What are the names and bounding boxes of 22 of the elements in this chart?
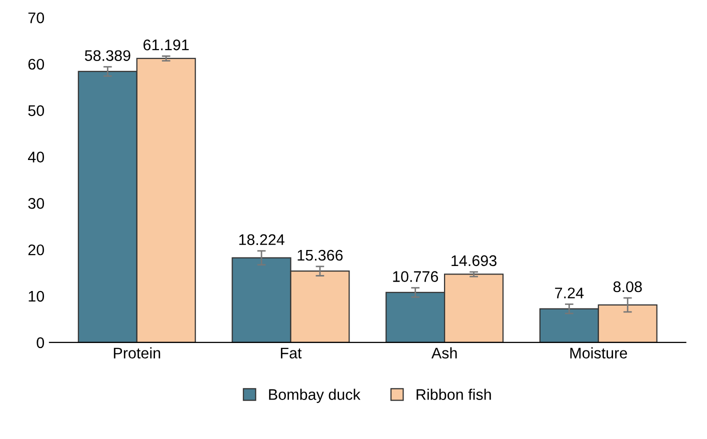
x-tick-label: Fat: [280, 348, 302, 359]
data-label: 18.224: [239, 234, 284, 246]
y-tick-label: 10: [28, 290, 44, 302]
data-label: 14.693: [452, 255, 496, 266]
x-tick-label: Ash: [431, 347, 457, 359]
data-label: 7.24: [555, 288, 584, 298]
x-tick-label: Moisture: [570, 347, 628, 359]
data-label: 15.366: [298, 250, 343, 261]
y-tick-label: 20: [28, 244, 44, 256]
data-label: 8.08: [613, 281, 642, 292]
legend-label: Ribbon fish: [416, 388, 491, 400]
legend-label: Bombay duck: [269, 388, 360, 403]
x-tick-label: Protein: [114, 347, 160, 359]
y-tick-label: 30: [28, 198, 44, 209]
data-label: 58.389: [84, 50, 130, 62]
y-tick-label: 70: [28, 12, 44, 24]
y-tick-label: 50: [28, 105, 44, 116]
data-label: 61.191: [144, 40, 189, 50]
y-tick-label: 40: [28, 152, 44, 162]
y-tick-label: 0: [36, 337, 44, 348]
y-tick-label: 60: [28, 58, 44, 70]
data-label: 10.776: [393, 271, 438, 282]
